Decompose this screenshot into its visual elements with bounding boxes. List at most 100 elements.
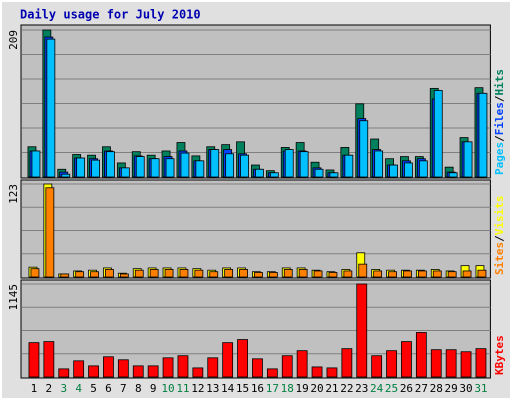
bar	[386, 350, 397, 378]
x-tick-label: 8	[135, 382, 142, 395]
x-tick-label: 12	[191, 382, 204, 395]
bar	[403, 270, 412, 278]
bar	[462, 270, 472, 278]
bar	[105, 269, 114, 278]
bar	[359, 120, 369, 178]
bar	[475, 348, 487, 378]
x-tick-label: 4	[75, 382, 82, 395]
bar	[255, 168, 264, 178]
x-tick-label: 2	[46, 382, 53, 395]
bar	[150, 158, 160, 178]
bar	[343, 270, 353, 278]
bar	[147, 365, 159, 378]
bar	[373, 270, 383, 278]
x-tick-label: 27	[415, 382, 428, 395]
x-tick-label: 14	[221, 382, 235, 395]
bar	[252, 358, 263, 378]
x-tick-label: 23	[355, 382, 368, 395]
x-tick-label: 31	[474, 382, 487, 395]
legend-entry: Sites	[493, 242, 506, 275]
bar	[478, 92, 488, 178]
bar	[28, 342, 40, 378]
y-tick-label: 123	[7, 184, 20, 204]
bar	[432, 270, 442, 278]
bar	[106, 151, 115, 178]
bar	[75, 271, 85, 278]
bar	[135, 156, 145, 178]
bar	[207, 357, 219, 378]
bar	[358, 263, 368, 278]
bar	[477, 269, 487, 278]
bar	[328, 272, 338, 278]
bar	[311, 366, 323, 378]
x-tick-label: 18	[281, 382, 294, 395]
bar	[179, 269, 189, 278]
bar	[90, 271, 99, 278]
bar	[91, 159, 100, 178]
legend-entry: KBytes	[493, 335, 506, 375]
x-tick-label: 15	[236, 382, 249, 395]
bar	[283, 269, 293, 278]
x-tick-label: 3	[60, 382, 67, 395]
panel	[20, 179, 491, 279]
bar	[269, 172, 279, 178]
bar	[314, 168, 324, 178]
legend-entry: Hits	[493, 69, 506, 96]
x-tick-label: 30	[459, 382, 472, 395]
bar	[268, 272, 278, 278]
bar	[433, 90, 443, 178]
legend: Pages/Files/Hits	[493, 69, 506, 175]
y-tick-label: 209	[7, 30, 20, 50]
bar	[463, 141, 473, 178]
bar	[430, 349, 442, 378]
bar	[60, 273, 70, 278]
x-tick-label: 6	[105, 382, 112, 395]
bar	[165, 158, 175, 178]
x-tick-label: 21	[325, 382, 338, 395]
x-tick-label: 16	[251, 382, 264, 395]
bar	[237, 339, 248, 378]
bar	[448, 172, 458, 178]
bar	[341, 348, 353, 378]
bar	[58, 368, 70, 378]
bar	[445, 349, 457, 378]
legend: KBytes	[493, 335, 506, 375]
legend-separator: /	[493, 235, 506, 242]
bar	[88, 365, 99, 378]
legend-separator: /	[493, 95, 506, 102]
bar	[194, 269, 204, 278]
x-tick-label: 1	[31, 382, 38, 395]
x-tick-label: 13	[206, 382, 219, 395]
x-tick-label: 24	[370, 382, 384, 395]
legend-entry: Files	[493, 102, 506, 135]
bar	[401, 341, 412, 378]
bar	[374, 150, 384, 178]
legend-entry: Visits	[493, 196, 506, 236]
x-tick-label: 11	[176, 382, 189, 395]
bar	[192, 367, 204, 378]
bar	[417, 270, 427, 278]
bar	[180, 152, 190, 178]
bar	[149, 269, 159, 278]
bar	[281, 355, 293, 378]
legend: Sites/Visits	[493, 196, 506, 276]
bar	[209, 271, 219, 278]
bar	[30, 268, 40, 278]
bar	[239, 269, 248, 278]
bar	[266, 368, 278, 378]
bar	[45, 187, 55, 278]
x-tick-label: 10	[161, 382, 174, 395]
bar	[356, 283, 368, 378]
bar	[296, 350, 308, 378]
bar	[225, 153, 235, 178]
bar	[117, 359, 129, 378]
bar	[103, 356, 114, 378]
bar	[460, 351, 472, 378]
bar	[415, 332, 427, 378]
bar	[132, 365, 144, 378]
x-tick-label: 25	[385, 382, 398, 395]
x-tick-label: 28	[430, 382, 443, 395]
bar	[195, 160, 205, 178]
